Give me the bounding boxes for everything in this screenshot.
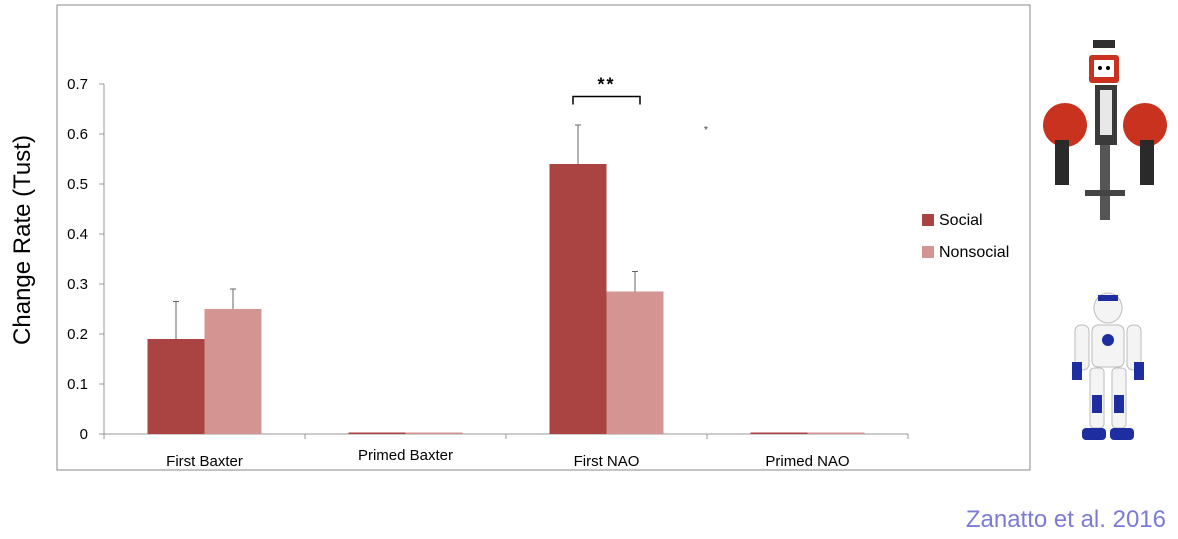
category-labels: First Baxter Primed Baxter First NAO Primed…	[166, 447, 849, 470]
baxter-robot-image	[1043, 40, 1167, 220]
y-tick-label: 0.3	[67, 276, 88, 293]
y-tick-label: 0.4	[67, 226, 88, 243]
y-axis-ticks: 0 0.1 0.2 0.3 0.4 0.5 0.6 0.7	[67, 76, 104, 443]
y-tick-label: 0.5	[67, 176, 88, 193]
error-bars-group	[173, 124, 638, 339]
citation: Zanatto et al. 2016	[966, 506, 1166, 533]
bar-social-3	[750, 432, 808, 434]
significance-bracket	[572, 95, 641, 105]
bars-group	[147, 164, 865, 434]
stray-mark: *	[704, 125, 708, 136]
bar-social-0	[147, 339, 205, 434]
legend-label: Nonsocial	[939, 244, 1009, 261]
y-axis-label: Change Rate (Tust)	[9, 135, 36, 345]
y-tick-label: 0.6	[67, 126, 88, 143]
significance-label: **	[597, 75, 615, 95]
bar-nonsocial-2	[606, 291, 664, 434]
category-label: First NAO	[574, 453, 640, 470]
y-tick-label: 0.1	[67, 376, 88, 393]
legend-swatch-social	[922, 214, 934, 226]
y-tick-label: 0.2	[67, 326, 88, 343]
category-label: Primed NAO	[765, 453, 849, 470]
bar-social-2	[549, 164, 607, 434]
bar-social-1	[348, 432, 406, 434]
x-axis-tick-marks	[103, 434, 909, 439]
y-tick-label: 0.7	[67, 76, 88, 93]
bar-nonsocial-0	[204, 309, 262, 434]
nao-robot-image	[1072, 292, 1144, 440]
y-tick-label: 0	[80, 426, 88, 443]
legend-label: Social	[939, 212, 983, 229]
bar-nonsocial-3	[807, 432, 865, 434]
bar-nonsocial-1	[405, 432, 463, 434]
category-label: Primed Baxter	[358, 447, 453, 464]
legend: Social Nonsocial	[922, 212, 1009, 261]
legend-swatch-nonsocial	[922, 246, 934, 258]
significance-annotation: **	[572, 75, 641, 105]
category-label: First Baxter	[166, 453, 243, 470]
